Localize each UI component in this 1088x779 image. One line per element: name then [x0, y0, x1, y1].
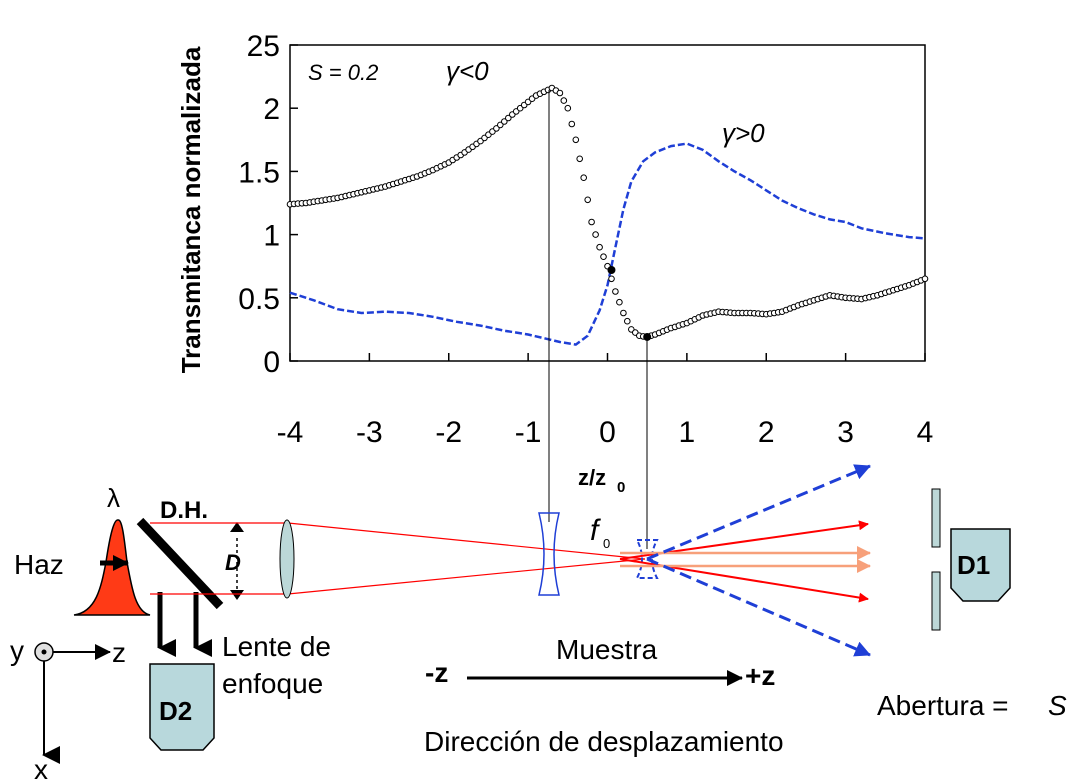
data-point: [608, 275, 615, 283]
svg-text:z: z: [112, 637, 126, 668]
x-tick-label: 3: [837, 416, 854, 449]
x-tick-label: -1: [515, 416, 542, 449]
detector-d1: [950, 528, 1011, 602]
data-point: [568, 120, 576, 128]
beam-splitter: [136, 517, 224, 610]
s-value-annotation: S = 0.2: [308, 60, 378, 85]
detector-d2-label: D2: [159, 696, 192, 726]
data-point: [596, 243, 603, 251]
data-point: [612, 288, 619, 295]
beam-label: Haz: [14, 549, 64, 580]
x-tick-label: 4: [917, 416, 934, 449]
data-point: [600, 253, 607, 261]
detector-d1-label: D1: [957, 550, 990, 580]
beam-splitter-label: D.H.: [160, 497, 208, 524]
y-tick-label: 0: [263, 346, 280, 379]
svg-text:Abertura =: Abertura =: [877, 690, 1009, 721]
transmittance-chart: 0 0.5 1 1.5 2 25 -4 -3 -2 -1 0 1 2 3 4 Transmitanca n…: [176, 30, 933, 549]
data-point: [620, 309, 627, 317]
focusing-lens: [279, 519, 295, 599]
lens-label-line1: Lente de: [222, 631, 331, 662]
diameter-arrow-top: [230, 522, 244, 532]
svg-text:y: y: [10, 635, 24, 666]
data-point: [592, 231, 599, 238]
beam-diameter-label: D: [225, 550, 241, 575]
focal-length-label: f 0: [590, 514, 610, 551]
data-point: [624, 317, 631, 325]
wavelength-symbol: λ: [107, 483, 120, 513]
data-point: [580, 174, 588, 181]
detector-d2: [149, 663, 215, 751]
data-point: [505, 114, 512, 122]
aperture-upper-plate: [931, 488, 941, 548]
plus-z-label: +z: [745, 660, 775, 691]
svg-text:0: 0: [603, 536, 610, 551]
data-point: [572, 136, 580, 144]
svg-text:x: x: [34, 754, 48, 779]
data-point: [584, 196, 592, 204]
svg-text:0: 0: [617, 479, 625, 496]
diameter-arrow-bottom: [230, 590, 244, 600]
highlight-point: [607, 265, 616, 274]
svg-text:f: f: [590, 514, 601, 547]
y-tick-label: 1.5: [238, 156, 280, 189]
x-tick-label: 0: [599, 416, 616, 449]
optical-setup-diagram: λ Haz D.H. D2 D Lente de enfoque: [10, 464, 1067, 779]
x-tick-label: 2: [758, 416, 775, 449]
sample-at-negative-z: [538, 512, 560, 596]
aperture-label: Abertura = S: [877, 690, 1067, 721]
y-tick-label: 25: [247, 30, 280, 63]
series-label-gamma-positive: γ>0: [722, 118, 765, 148]
sample-label: Muestra: [556, 634, 658, 665]
data-point: [501, 118, 508, 125]
lens-label-line2: enfoque: [222, 668, 323, 699]
series-line-gamma-positive: [289, 142, 926, 346]
gaussian-beam-profile: [73, 519, 151, 616]
y-axis: 0 0.5 1 1.5 2 25: [238, 30, 298, 379]
x-axis: -4 -3 -2 -1 0 1 2 3 4: [277, 353, 934, 449]
focused-beam: [150, 522, 646, 595]
minus-z-label: -z: [425, 657, 448, 688]
svg-text:z/z: z/z: [578, 465, 606, 490]
displacement-direction-label: Dirección de desplazamiento: [424, 726, 784, 757]
transmitted-beams: [619, 464, 871, 657]
plot-frame: [289, 44, 926, 362]
series-label-gamma-negative: γ<0: [446, 56, 489, 86]
x-tick-label: -3: [356, 416, 383, 449]
y-tick-label: 2: [263, 93, 280, 126]
data-point: [556, 89, 564, 97]
x-tick-label: -2: [435, 416, 462, 449]
coordinate-axes: y z x: [10, 635, 126, 779]
x-axis-label: z/z 0: [578, 465, 625, 496]
y-axis-label: Transmitanca normalizada: [176, 46, 206, 373]
x-tick-label: -4: [277, 416, 304, 449]
aperture-lower-plate: [931, 571, 941, 631]
data-point: [576, 155, 584, 163]
x-tick-label: 1: [679, 416, 696, 449]
y-tick-label: 0.5: [238, 283, 280, 316]
y-tick-label: 1: [263, 220, 280, 253]
data-point: [616, 298, 623, 306]
series-gamma-negative: [286, 84, 929, 341]
data-point: [588, 218, 595, 226]
data-point: [560, 97, 568, 104]
svg-text:S: S: [1048, 690, 1067, 721]
data-point: [564, 104, 572, 112]
series-gamma-positive: [289, 142, 926, 346]
data-point: [921, 275, 929, 283]
